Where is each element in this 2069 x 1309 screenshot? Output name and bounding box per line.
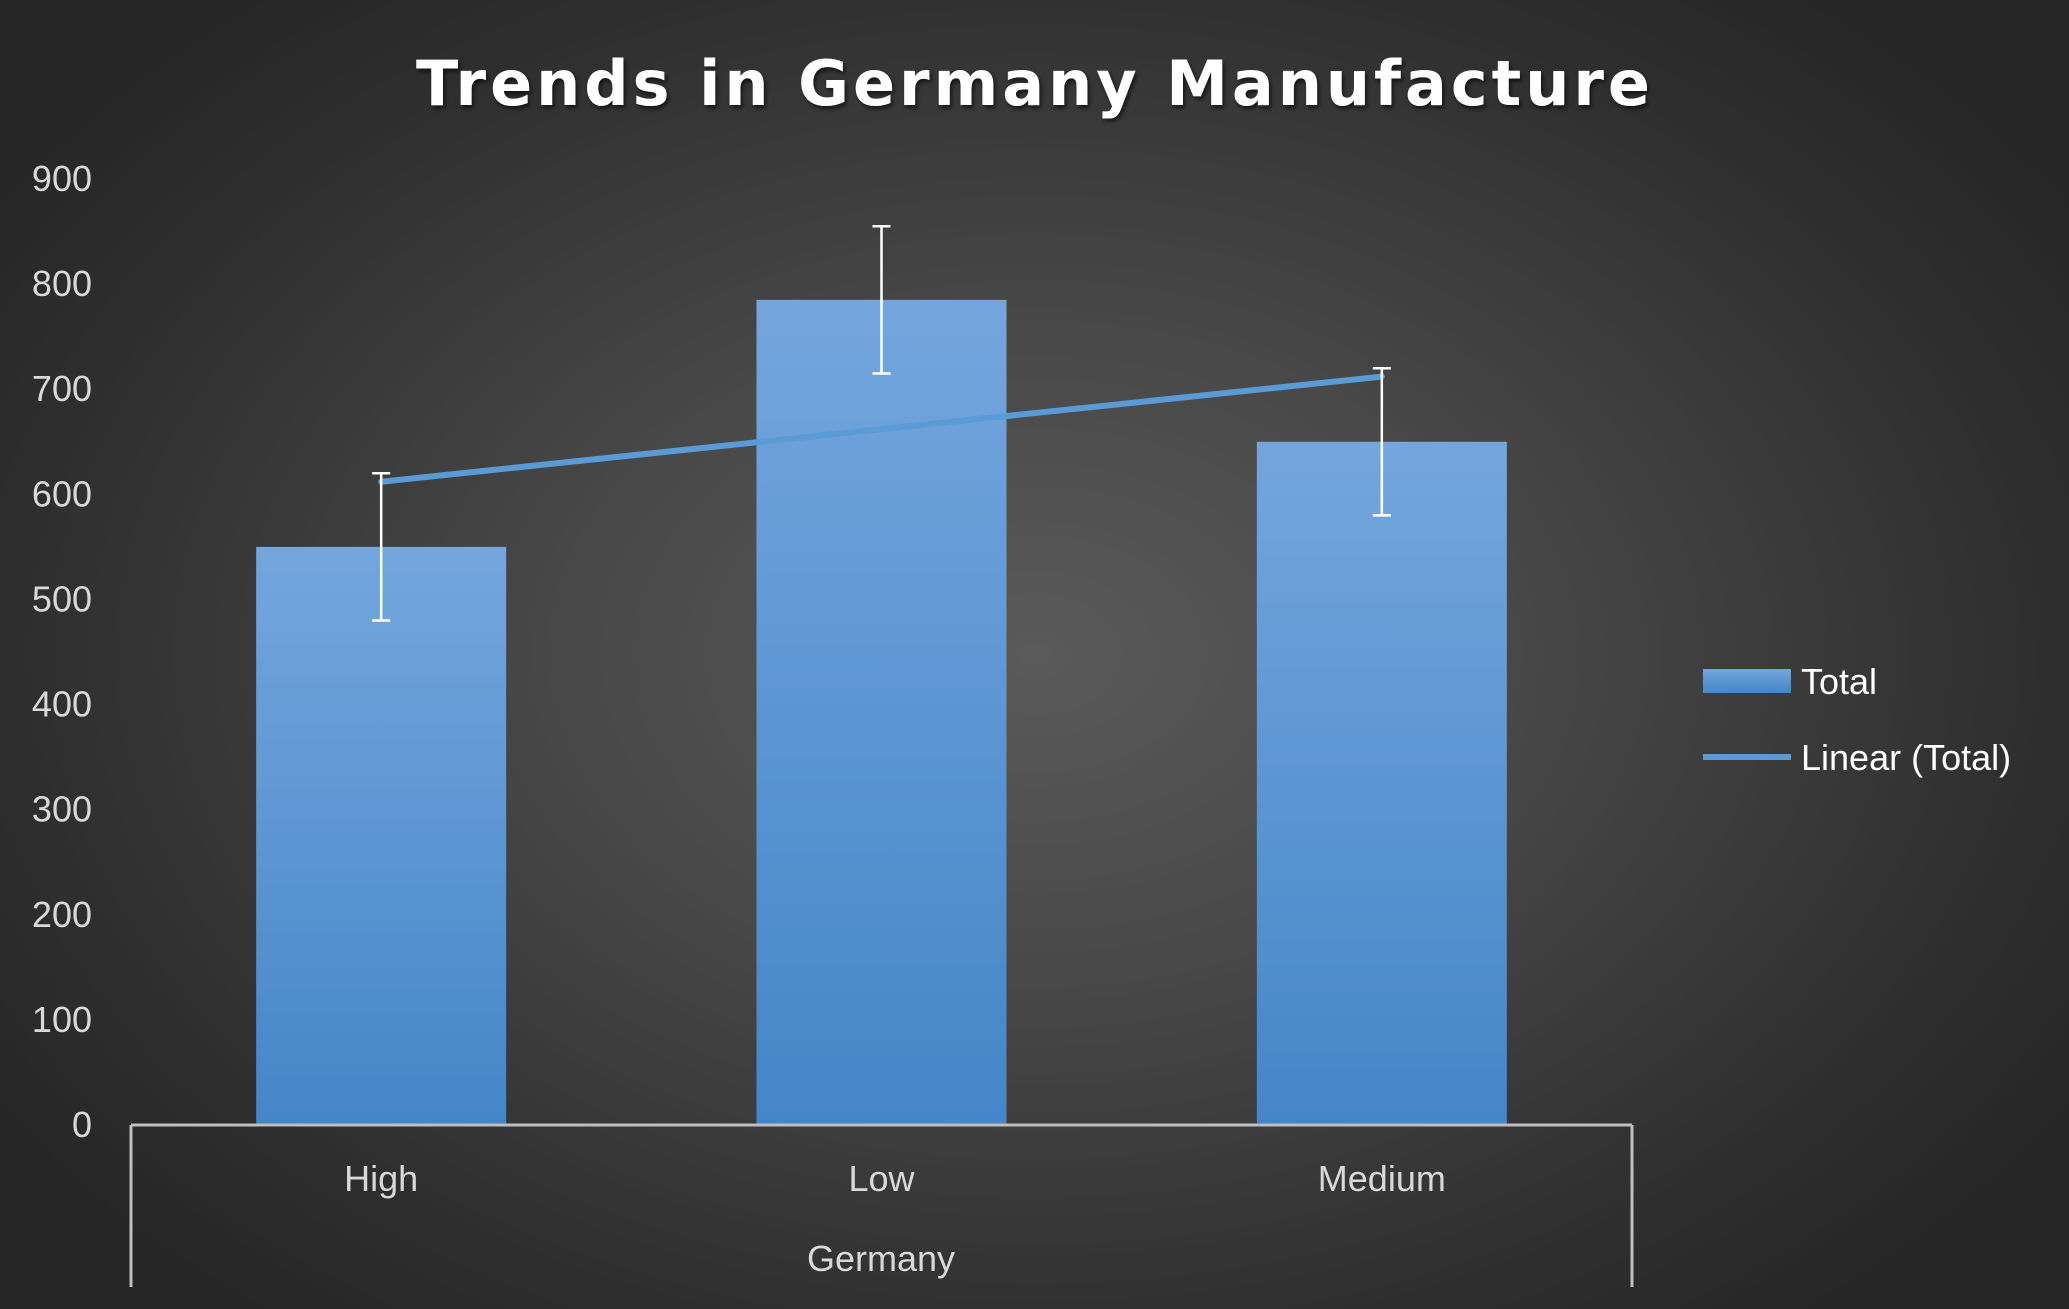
legend-label-linear-total: Linear (Total) [1801, 737, 2011, 778]
legend: Total Linear (Total) [1703, 661, 2011, 778]
x-category-label: Medium [1318, 1158, 1446, 1199]
x-axis [129, 1123, 1634, 1287]
trendline-layer [378, 373, 1385, 485]
y-tick-label: 500 [32, 578, 92, 619]
x-axis-category-labels: High Low Medium [344, 1158, 1446, 1199]
legend-label-total: Total [1801, 661, 1877, 702]
trendline-linear-total [378, 373, 1385, 485]
error-bar-low [872, 225, 891, 375]
y-axis-tick-labels: 0 100 200 300 400 500 600 700 800 900 [32, 158, 92, 1145]
bar-medium [1256, 441, 1507, 1125]
error-bar-high [372, 472, 391, 622]
bars [256, 299, 1507, 1125]
x-category-label: Low [848, 1158, 915, 1199]
y-tick-label: 700 [32, 368, 92, 409]
y-tick-label: 400 [32, 684, 92, 725]
bar-low [756, 299, 1007, 1125]
y-tick-label: 0 [72, 1104, 92, 1145]
bar-high [256, 546, 507, 1125]
x-axis-group-label: Germany [807, 1238, 955, 1279]
y-tick-label: 900 [32, 158, 92, 199]
legend-swatch-total [1703, 669, 1791, 693]
y-tick-label: 300 [32, 789, 92, 830]
y-tick-label: 200 [32, 894, 92, 935]
chart-title: Trends in Germany Manufacture [416, 47, 1654, 120]
y-tick-label: 100 [32, 999, 92, 1040]
error-bar-medium [1372, 366, 1391, 517]
x-category-label: High [344, 1158, 418, 1199]
y-tick-label: 600 [32, 473, 92, 514]
error-bars [372, 225, 1391, 622]
y-tick-label: 800 [32, 263, 92, 304]
